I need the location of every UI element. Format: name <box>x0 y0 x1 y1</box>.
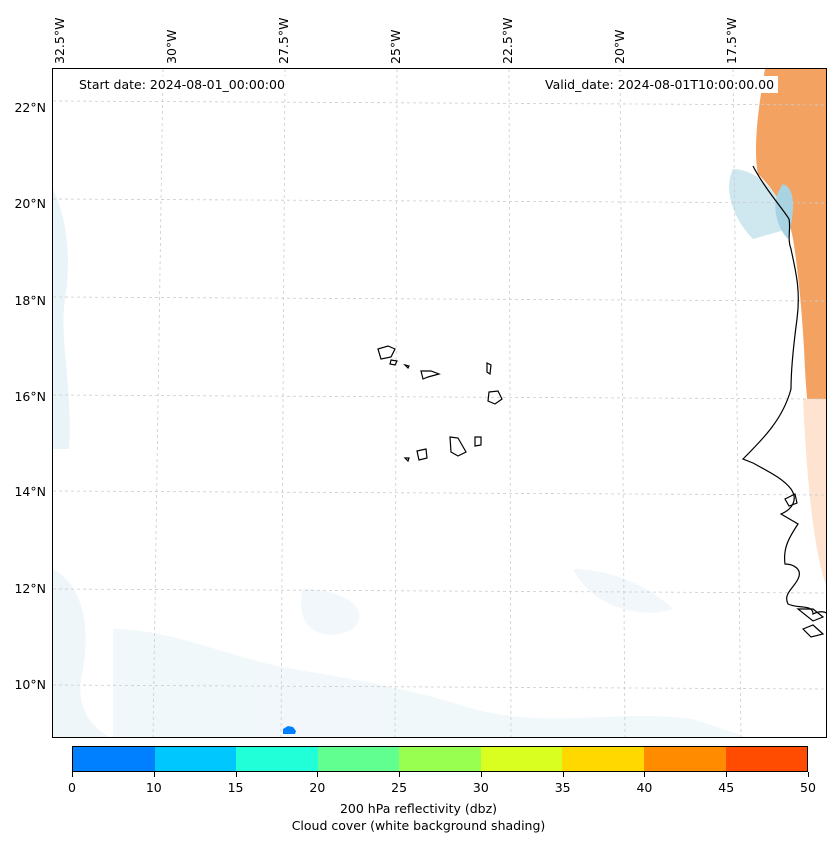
lon-label: 20°W <box>612 29 627 64</box>
colorbar-segment <box>236 747 318 771</box>
cloud-shading <box>53 169 788 737</box>
lon-label: 30°W <box>164 29 179 64</box>
colorbar-tick <box>644 772 646 777</box>
colorbar-segment <box>317 747 400 771</box>
colorbar-tick-label: 15 <box>227 780 244 795</box>
colorbar-tick <box>562 772 564 777</box>
colorbar <box>72 746 808 772</box>
start-date-label: Start date: 2024-08-01_00:00:00 <box>75 76 289 93</box>
colorbar-tick <box>726 772 728 777</box>
reflectivity-blob <box>283 726 296 734</box>
colorbar-tick <box>235 772 237 777</box>
lat-label: 12°N <box>14 581 46 596</box>
colorbar-tick <box>399 772 401 777</box>
colorbar-tick-label: 30 <box>472 780 489 795</box>
lon-label: 27.5°W <box>276 17 291 64</box>
valid-date-label: Valid_date: 2024-08-01T10:00:00.00 <box>541 76 779 93</box>
lat-label: 16°N <box>14 389 46 404</box>
colorbar-segment <box>562 747 644 771</box>
colorbar-tick-label: 50 <box>800 780 816 795</box>
colorbar-segment <box>73 747 155 771</box>
colorbar-segment <box>154 747 237 771</box>
lon-label: 25°W <box>388 29 403 64</box>
lat-label: 20°N <box>14 196 46 211</box>
lat-label: 10°N <box>14 677 46 692</box>
colorbar-label-cloud: Cloud cover (white background shading) <box>291 818 546 833</box>
colorbar-segment <box>725 747 808 771</box>
lon-label: 17.5°W <box>724 17 739 64</box>
colorbar-tick <box>808 772 809 777</box>
reflectivity-band <box>755 69 826 585</box>
map-canvas <box>53 69 826 737</box>
colorbar-tick <box>480 772 482 777</box>
colorbar-tick <box>72 772 73 777</box>
colorbar-label-reflectivity: 200 hPa reflectivity (dbz) <box>339 801 498 816</box>
colorbar-tick-label: 45 <box>718 780 735 795</box>
gridlines <box>53 69 826 737</box>
lon-label: 32.5°W <box>52 17 67 64</box>
african-coastline <box>741 165 826 638</box>
colorbar-tick-label: 0 <box>68 780 76 795</box>
lon-label: 22.5°W <box>500 17 515 64</box>
lat-label: 18°N <box>14 293 46 308</box>
colorbar-tick-label: 25 <box>391 780 408 795</box>
colorbar-tick-label: 40 <box>636 780 653 795</box>
colorbar-tick-label: 10 <box>145 780 162 795</box>
cape-verde-islands <box>377 345 503 463</box>
colorbar-tick-label: 20 <box>309 780 326 795</box>
colorbar-tick-label: 35 <box>554 780 571 795</box>
colorbar-tick <box>153 772 155 777</box>
map-frame <box>52 68 827 738</box>
colorbar-segment <box>480 747 563 771</box>
colorbar-tick <box>317 772 319 777</box>
colorbar-segment <box>399 747 481 771</box>
lat-label: 14°N <box>14 484 46 499</box>
lat-label: 22°N <box>14 100 46 115</box>
colorbar-segment <box>643 747 726 771</box>
